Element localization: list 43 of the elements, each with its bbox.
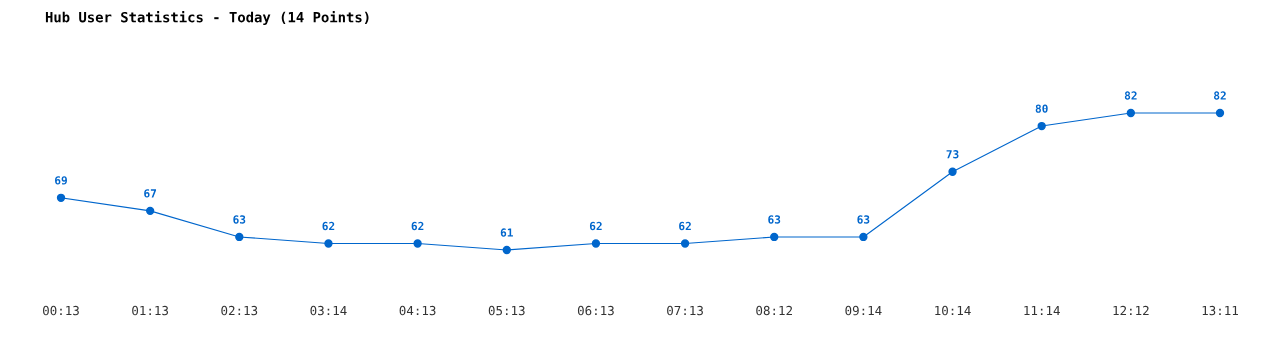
x-tick-label: 12:12 xyxy=(1113,305,1149,316)
point xyxy=(1037,121,1046,131)
data-label: 80 xyxy=(1035,104,1048,113)
chart-title: Hub User Statistics - Today (14 Points) xyxy=(45,10,369,26)
data-label: 62 xyxy=(411,221,424,231)
data-label: 82 xyxy=(1124,91,1137,100)
x-tick-label: 05:13 xyxy=(488,305,525,316)
point xyxy=(1215,108,1225,118)
point xyxy=(324,239,333,248)
point xyxy=(948,167,957,176)
x-tick-label: 04:13 xyxy=(399,305,436,316)
x-tick-label: 06:13 xyxy=(577,305,614,316)
data-label: 63 xyxy=(233,215,246,224)
point xyxy=(770,232,779,242)
x-tick-label: 09:14 xyxy=(845,305,882,316)
point xyxy=(502,245,511,255)
point xyxy=(591,239,601,248)
point xyxy=(680,239,690,248)
x-tick-label: 08:12 xyxy=(756,305,792,316)
data-label: 62 xyxy=(589,221,602,231)
data-label: 62 xyxy=(679,221,691,231)
point xyxy=(413,239,422,248)
x-tick-label: 03:14 xyxy=(310,305,347,316)
data-label: 73 xyxy=(946,150,959,159)
x-tick-label: 01:13 xyxy=(132,305,169,316)
x-tick-label: 02:13 xyxy=(221,305,258,316)
data-label: 63 xyxy=(857,215,870,224)
x-tick-label: 10:14 xyxy=(935,305,971,316)
data-label: 69 xyxy=(55,176,67,185)
point xyxy=(145,206,155,216)
point xyxy=(859,232,868,242)
x-tick-label: 13:11 xyxy=(1202,305,1238,316)
data-label: 82 xyxy=(1214,91,1226,100)
data-label: 63 xyxy=(768,215,781,224)
x-tick-label: 07:13 xyxy=(667,305,703,316)
data-label: 61 xyxy=(500,228,513,237)
x-tick-label: 00:13 xyxy=(43,305,79,316)
point xyxy=(1126,108,1136,118)
data-label: 62 xyxy=(322,221,335,231)
data-label: 67 xyxy=(144,189,157,198)
point xyxy=(235,232,244,242)
point xyxy=(56,193,66,202)
x-tick-label: 11:14 xyxy=(1024,306,1060,316)
